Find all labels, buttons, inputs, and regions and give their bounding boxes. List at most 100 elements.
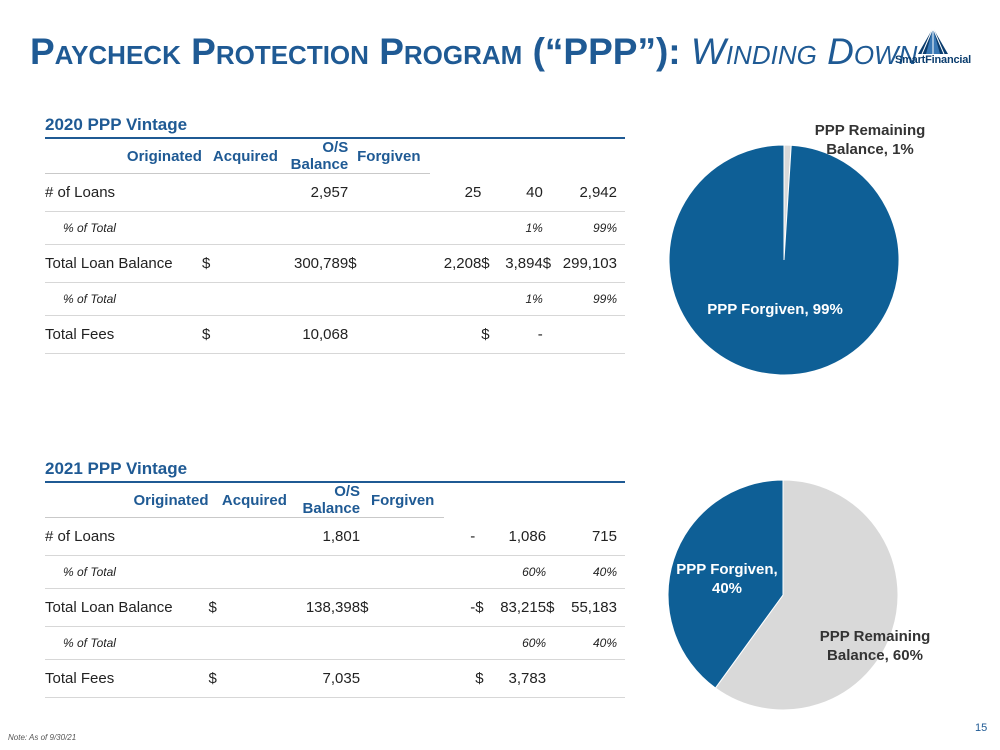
currency-symbol: $ [546,588,558,627]
row-label: % of Total [45,626,209,660]
company-logo: SmartFinancial [886,26,980,68]
cell-value: 1,086 [486,517,547,556]
cell-value: 25 [430,173,482,212]
currency-symbol [360,659,445,698]
pie-2020-label-forgiven: PPP Forgiven, 99% [707,301,843,318]
cell-value [430,282,482,316]
currency-symbol: $ [348,244,431,283]
table-header-row: Originated Acquired O/S Balance Forgiven [45,139,625,174]
currency-symbol [208,555,287,589]
cell-value: 3,783 [486,659,547,698]
pie-2021-label-forgiven: PPP Forgiven, 40% [676,561,778,597]
cell-value: 83,215 [486,588,547,627]
title-main: Paycheck Protection Program (“PPP”): [30,31,681,72]
currency-symbol: $ [481,244,492,283]
col-acquired: Acquired [201,139,278,174]
currency-symbol [360,626,445,660]
pie-slice-0 [714,479,899,711]
currency-symbol: $ [208,659,287,698]
currency-symbol [542,211,554,245]
col-forgiven: Forgiven [348,139,431,174]
cell-value [286,626,361,660]
cell-value: 1% [491,282,543,316]
table-row: # of Loans 1,801 - 1,086 715 [45,517,625,556]
table-row: # of Loans 2,957 25 40 2,942 [45,173,625,212]
vintage-2020-section: 2020 PPP Vintage Originated Acquired O/S… [45,115,625,354]
currency-symbol: $ [360,588,445,627]
cell-value: 99% [553,211,625,245]
row-label: Total Fees [45,659,209,698]
cell-value: 2,942 [553,173,625,212]
cell-value: 1,801 [286,517,361,556]
col-originated: Originated [45,483,209,518]
currency-symbol [546,555,558,589]
row-label: Total Loan Balance [45,244,202,283]
col-acquired: Acquired [208,483,287,518]
pie-2021-label-remaining: PPP Remaining Balance, 60% [819,628,931,664]
col-os-balance: O/S Balance [286,483,361,518]
cell-value: 299,103 [553,244,625,283]
currency-symbol [348,315,431,354]
pie-slice-1 [667,479,784,689]
cell-value: 300,789 [277,244,349,283]
currency-symbol [348,211,431,245]
currency-symbol [475,517,487,556]
table-row: Total Fees $ 7,035 $ 3,783 [45,659,625,698]
page-title: Paycheck Protection Program (“PPP”): Win… [30,30,917,74]
cell-value: 2,957 [277,173,349,212]
cell-value: 55,183 [557,588,625,627]
cell-value: 715 [557,517,625,556]
cell-value: 7,035 [286,659,361,698]
cell-value: - [444,517,476,556]
pie-chart-2021 [667,479,899,711]
currency-symbol [546,659,558,698]
currency-symbol [475,555,487,589]
vintage-2020-table: Originated Acquired O/S Balance Forgiven… [45,139,625,354]
currency-symbol [360,517,445,556]
row-label: % of Total [45,282,202,316]
cell-value [430,315,482,354]
cell-value [277,211,349,245]
row-label: # of Loans [45,517,209,556]
cell-value: 99% [553,282,625,316]
table-row: Total Fees $ 10,068 $ - [45,315,625,354]
row-label: # of Loans [45,173,202,212]
vintage-2021-table: Originated Acquired O/S Balance Forgiven… [45,483,625,698]
currency-symbol [481,211,492,245]
currency-symbol [481,282,492,316]
currency-symbol [201,211,278,245]
table-row: % of Total 1% 99% [45,211,625,245]
logo-text: SmartFinancial [894,54,972,66]
row-label: Total Fees [45,315,202,354]
page-number: 15 [975,722,988,734]
currency-symbol [360,555,445,589]
table-row: % of Total 60% 40% [45,626,625,660]
table-row: % of Total 60% 40% [45,555,625,589]
cell-value [430,211,482,245]
cell-value [444,659,476,698]
col-os-balance: O/S Balance [277,139,349,174]
currency-symbol: $ [201,244,278,283]
title-sub: Winding Down [690,31,918,72]
cell-value: 40 [491,173,543,212]
currency-symbol: $ [475,659,487,698]
currency-symbol: $ [208,588,287,627]
cell-value [557,659,625,698]
cell-value: 60% [486,626,547,660]
row-label: Total Loan Balance [45,588,209,627]
currency-symbol [348,282,431,316]
currency-symbol [208,517,287,556]
cell-value [286,555,361,589]
pie-slice-1 [668,144,900,376]
vintage-2021-section: 2021 PPP Vintage Originated Acquired O/S… [45,459,625,698]
cell-value [553,315,625,354]
table-row: % of Total 1% 99% [45,282,625,316]
currency-symbol [201,173,278,212]
cell-value: 2,208 [430,244,482,283]
currency-symbol [542,315,554,354]
cell-value [444,555,476,589]
currency-symbol [201,282,278,316]
cell-value: 1% [491,211,543,245]
cell-value [444,626,476,660]
table-row: Total Loan Balance $ 138,398 $ - $ 83,21… [45,588,625,627]
